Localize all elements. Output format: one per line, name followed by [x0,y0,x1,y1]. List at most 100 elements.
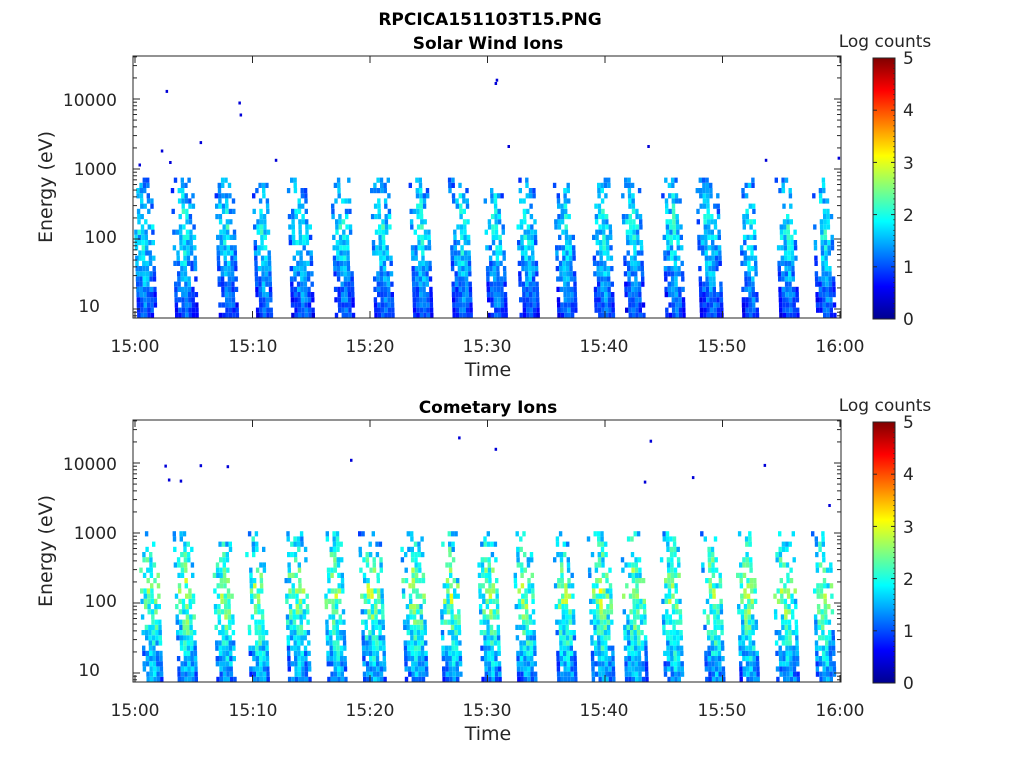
heatmap-cell [530,572,534,578]
heatmap-cell [333,557,337,563]
heatmap-cell [341,609,346,615]
heatmap-cell [601,307,605,313]
heatmap-cell [478,583,482,589]
heatmap-cell [752,302,756,308]
heatmap-cell [177,271,181,277]
heatmap-cell [557,219,561,225]
heatmap-cell [343,281,348,287]
heatmap-cell [819,583,823,589]
heatmap-cell [219,240,223,246]
heatmap-cell [663,650,667,656]
heatmap-cell [562,250,566,256]
panel1-colorbar-ramp [873,58,895,319]
heatmap-cell [459,208,463,214]
heatmap-cell [818,292,823,298]
heatmap-cell [492,271,497,277]
heatmap-cell [594,307,598,313]
heatmap-cell [795,635,799,641]
heatmap-cell [293,271,297,277]
heatmap-cell [611,661,615,667]
heatmap-cell [814,260,818,266]
heatmap-cell [486,271,490,277]
heatmap-cell [178,588,182,594]
heatmap-cell [403,640,407,646]
heatmap-cell [493,302,498,308]
heatmap-cell [634,281,638,287]
heatmap-cell [572,245,576,251]
heatmap-cell [718,671,722,677]
heatmap-cell [597,640,601,646]
heatmap-cell [791,614,795,620]
heatmap-cell [463,224,467,230]
heatmap-cell [562,266,566,272]
heatmap-cell [230,260,234,266]
heatmap-cell [484,567,488,573]
heatmap-cell [269,292,273,298]
heatmap-cell [145,650,149,656]
heatmap-cell [309,260,314,266]
heatmap-cell [668,193,672,199]
heatmap-cell [135,271,140,277]
heatmap-cell [600,182,604,188]
heatmap-cell [174,297,178,303]
heatmap-cell [386,177,390,183]
heatmap-cell [137,219,141,225]
heatmap-cell [426,302,430,308]
heatmap-cell [823,598,827,604]
heatmap-cell [453,614,458,620]
heatmap-cell [411,255,415,261]
heatmap-cell [358,552,363,558]
heatmap-cell [289,609,293,615]
heatmap-cell [176,250,180,256]
heatmap-cell [638,307,642,313]
heatmap-cell [381,224,385,230]
heatmap-cell [635,229,640,235]
heatmap-cell [791,271,795,277]
heatmap-cell [298,224,302,230]
heatmap-cell [423,624,427,630]
panel2-xlabel: Time [464,723,512,745]
heatmap-cell [289,614,293,620]
heatmap-cell [376,671,380,677]
heatmap-cell [184,286,188,292]
heatmap-cell [459,307,463,313]
heatmap-cell [597,193,601,199]
heatmap-cell [365,557,370,563]
heatmap-cell [227,593,231,599]
heatmap-cell [420,234,424,240]
heatmap-cell [464,271,469,277]
heatmap-cell [258,281,262,287]
heatmap-cell [533,661,537,667]
heatmap-cell [177,276,181,282]
heatmap-cell [673,266,678,272]
heatmap-cell [822,198,826,204]
heatmap-cell [788,630,792,636]
heatmap-cell [343,656,347,662]
heatmap-cell [497,219,502,225]
heatmap-cell [788,188,792,194]
heatmap-cell [500,286,504,292]
heatmap-cell [414,650,418,656]
heatmap-cell [453,240,457,246]
heatmap-cell [818,546,822,552]
heatmap-cell [224,614,228,620]
heatmap-cell [739,572,743,578]
heatmap-cell [486,624,490,630]
heatmap-cell [601,302,605,308]
heatmap-cell [451,630,455,636]
heatmap-cell [558,245,562,251]
heatmap-cell [747,271,751,277]
heatmap-cell [605,671,609,677]
heatmap-cell [152,271,157,277]
heatmap-cell [226,578,230,584]
heatmap-cell [632,588,636,594]
heatmap-cell [368,635,372,641]
heatmap-cell [425,671,429,677]
heatmap-cell [455,661,459,667]
heatmap-cell [451,635,455,641]
heatmap-cell [564,224,568,230]
heatmap-cell [335,630,340,636]
heatmap-cell [789,312,793,318]
heatmap-cell [172,531,176,537]
heatmap-cell [414,552,418,558]
